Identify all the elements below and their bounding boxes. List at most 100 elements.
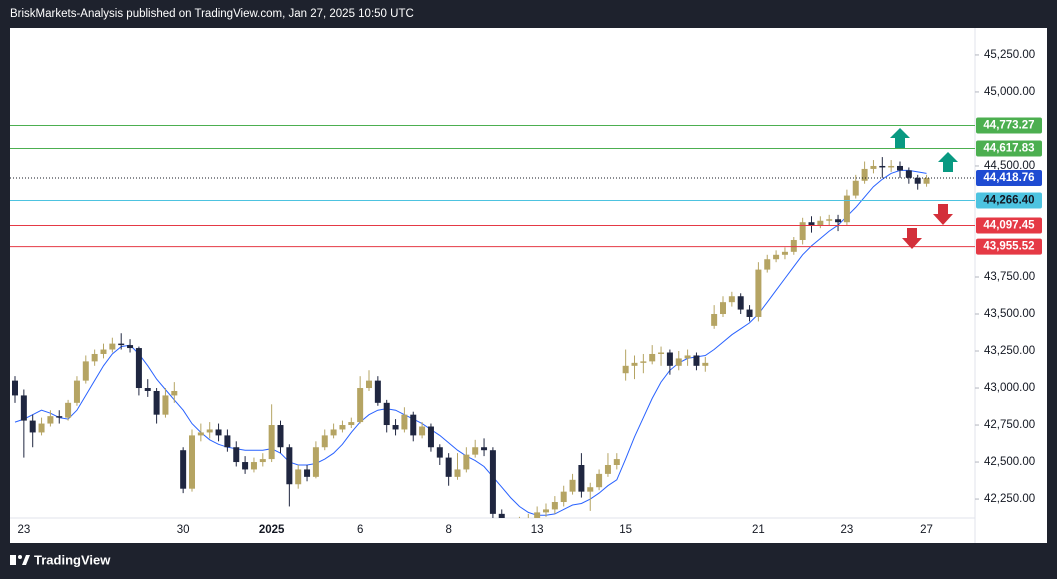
candle-body	[304, 469, 311, 477]
candle-body	[888, 165, 895, 168]
footer-brand: TradingView	[34, 552, 111, 567]
candle-body	[277, 425, 284, 448]
candle-body	[675, 358, 682, 366]
candle-body	[82, 361, 89, 381]
candle-body	[569, 479, 576, 492]
candle-body	[153, 390, 160, 415]
candle-body	[879, 165, 886, 168]
candle-body	[604, 465, 611, 474]
candle-body	[781, 251, 788, 255]
candle-body	[12, 380, 18, 396]
candle-body	[65, 402, 72, 418]
candle-body	[259, 459, 266, 463]
level-label-box	[976, 192, 1042, 209]
candle-body	[38, 423, 45, 433]
candle-body	[250, 462, 257, 470]
candle-body	[383, 402, 390, 426]
candle-body	[357, 388, 364, 423]
candle-body	[445, 457, 452, 477]
candle-body	[419, 426, 426, 436]
candle-body	[693, 355, 700, 366]
candle-body	[560, 491, 567, 503]
candle-body	[171, 390, 178, 396]
candle-body	[472, 447, 479, 455]
y-tick-label: 45,000.00	[984, 86, 1035, 98]
x-tick-label: 13	[531, 524, 544, 536]
level-label-box	[976, 140, 1042, 157]
plot-background	[10, 28, 1047, 543]
candle-body	[551, 502, 558, 510]
candle-body	[755, 269, 762, 317]
candle-body	[454, 469, 461, 477]
y-tick-label: 45,250.00	[984, 49, 1035, 61]
candle-body	[534, 512, 541, 518]
level-label: 44,773.27	[983, 120, 1034, 132]
y-tick-label: 42,250.00	[984, 493, 1035, 505]
candle-body	[224, 435, 231, 448]
candle-body	[180, 450, 187, 489]
candle-body	[206, 429, 213, 433]
candle-body	[29, 420, 36, 433]
candle-body	[649, 353, 656, 362]
candle-body	[843, 195, 850, 223]
level-label: 44,617.83	[983, 143, 1034, 155]
footer-logo: TradingView	[10, 552, 111, 567]
candle-body	[613, 459, 620, 466]
x-tick-label: 27	[920, 524, 933, 536]
candle-body	[658, 352, 665, 354]
candle-body	[91, 353, 98, 362]
candle-body	[392, 425, 399, 430]
candle-body	[339, 425, 346, 430]
candle-body	[737, 296, 744, 310]
candle-body	[773, 254, 780, 260]
candle-body	[923, 177, 930, 184]
candle-body	[746, 309, 753, 317]
candle-body	[790, 239, 797, 252]
candle-body	[189, 435, 195, 489]
logo-mark	[10, 555, 16, 565]
candle-body	[631, 362, 638, 366]
candle-body	[622, 365, 629, 374]
candle-body	[799, 222, 806, 240]
candle-body	[215, 429, 222, 436]
arrow-down	[933, 204, 953, 225]
moving-average	[14, 169, 927, 516]
candle-body	[436, 447, 443, 458]
candle-body	[109, 343, 116, 350]
candle-body	[401, 414, 408, 430]
y-tick-label: 42,750.00	[984, 419, 1035, 431]
candle-body	[312, 447, 319, 477]
candle-body	[728, 296, 735, 303]
candle-body	[20, 395, 27, 421]
candle-body	[808, 222, 815, 226]
candle-body	[427, 426, 434, 448]
level-label: 44,097.45	[983, 220, 1035, 232]
candle-body	[587, 487, 594, 492]
candle-body	[543, 509, 549, 513]
candle-body	[118, 343, 125, 346]
level-label-box	[976, 169, 1042, 186]
level-label-box	[976, 117, 1042, 134]
arrow-down	[902, 228, 922, 249]
candle-body	[905, 170, 912, 178]
candle-body	[410, 414, 417, 436]
y-tick-label: 42,500.00	[984, 456, 1035, 468]
candle-body	[897, 165, 903, 171]
candle-body	[366, 380, 372, 389]
arrow-up	[938, 152, 958, 172]
candle-body	[702, 362, 709, 366]
candle-body	[73, 380, 80, 403]
candle-body	[861, 168, 868, 181]
candle-body	[826, 219, 833, 221]
candle-body	[578, 465, 585, 492]
candle-body	[817, 220, 824, 226]
candle-body	[914, 177, 921, 184]
y-tick-label: 43,250.00	[984, 345, 1035, 357]
header: BriskMarkets-Analysis published on Tradi…	[10, 8, 414, 20]
x-tick-label: 6	[357, 524, 363, 536]
level-label-box	[976, 217, 1042, 234]
y-tick-label: 44,500.00	[984, 160, 1035, 172]
candle-body	[268, 425, 275, 460]
candle-body	[348, 422, 355, 426]
